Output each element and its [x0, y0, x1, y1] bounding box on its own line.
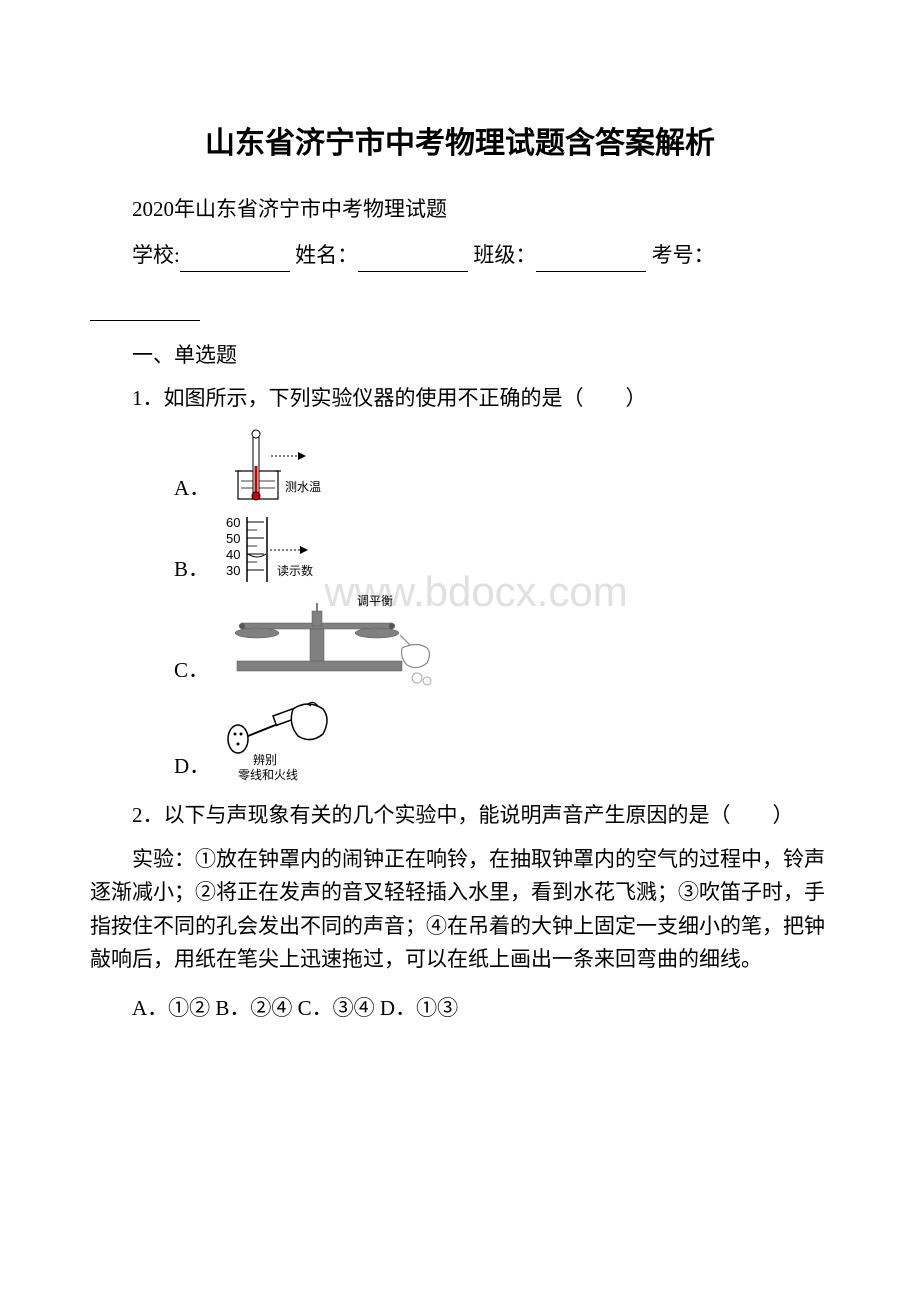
svg-text:60: 60: [226, 515, 240, 530]
svg-text:辨别: 辨别: [253, 753, 277, 767]
class-label: 班级：: [473, 243, 536, 267]
option-d-image: 辨别 零线和火线: [223, 694, 363, 784]
svg-text:50: 50: [226, 531, 240, 546]
name-label: 姓名：: [295, 243, 358, 267]
option-c-caption: 调平衡: [357, 594, 393, 608]
question-2-experiments: 实验：①放在钟罩内的闹钟正在响铃，在抽取钟罩内的空气的过程中，铃声逐渐减小；②将…: [90, 843, 830, 977]
section-header: 一、单选题: [90, 339, 830, 373]
exam-no-label: 考号：: [652, 243, 715, 267]
option-d-label: D．: [132, 750, 210, 784]
svg-text:40: 40: [226, 547, 240, 562]
option-a-row: A． 测水温: [90, 426, 830, 506]
option-c-image: www.bdocx.com 调平衡: [222, 593, 442, 688]
school-label: 学校:: [132, 243, 180, 267]
option-d-row: D． 辨别 零线和火线: [90, 694, 830, 784]
page-title: 山东省济宁市中考物理试题含答案解析: [90, 120, 830, 168]
svg-text:零线和火线: 零线和火线: [238, 768, 298, 782]
option-a-image: 测水温: [223, 426, 343, 506]
question-1: 1．如图所示，下列实验仪器的使用不正确的是（ ）: [90, 382, 830, 416]
option-c-label: C．: [132, 654, 209, 688]
subtitle: 2020年山东省济宁市中考物理试题: [90, 193, 830, 227]
option-b-caption: 读示数: [277, 563, 313, 578]
svg-text:30: 30: [226, 563, 240, 578]
option-a-label: A．: [132, 472, 210, 506]
question-2: 2．以下与声现象有关的几个实验中，能说明声音产生原因的是（ ）: [90, 799, 830, 833]
option-b-row: B． 60 50 40 30 读示数: [90, 512, 830, 587]
question-2-answers: A．①② B．②④ C．③④ D．①③: [90, 992, 830, 1026]
option-b-image: 60 50 40 30 读示数: [222, 512, 372, 587]
form-line-2: [90, 287, 830, 321]
option-c-row: C． www.bdocx.com 调平衡: [90, 593, 830, 688]
form-line: 学校: 姓名： 班级： 考号：: [90, 239, 830, 273]
option-a-caption: 测水温: [285, 480, 321, 494]
option-b-label: B．: [132, 553, 209, 587]
